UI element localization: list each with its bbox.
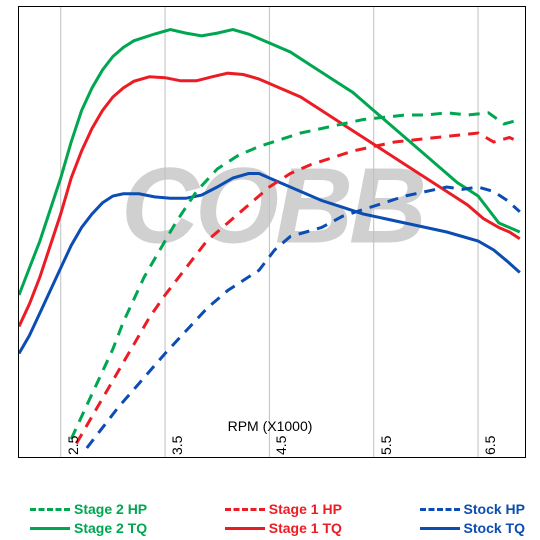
legend-col-stage1: Stage 1 HP Stage 1 TQ <box>225 501 342 536</box>
legend-item: Stage 2 TQ <box>30 520 147 536</box>
legend-label: Stock TQ <box>464 520 525 536</box>
legend-swatch <box>30 527 70 530</box>
legend-item: Stage 1 HP <box>225 501 342 517</box>
legend-item: Stage 2 HP <box>30 501 147 517</box>
legend-swatch <box>30 508 70 511</box>
plot-area: COBB <box>18 6 526 458</box>
legend-label: Stage 2 TQ <box>74 520 147 536</box>
x-tick: 6.5 <box>482 436 498 455</box>
gridlines <box>61 7 478 457</box>
legend-swatch <box>420 527 460 530</box>
x-axis-label: RPM (X1000) <box>228 418 313 434</box>
legend-label: Stage 1 TQ <box>269 520 342 536</box>
legend: Stage 2 HP Stage 2 TQ Stage 1 HP Stage 1 T… <box>30 501 525 536</box>
legend-item: Stage 1 TQ <box>225 520 342 536</box>
legend-label: Stage 2 HP <box>74 501 147 517</box>
dyno-chart: COBB RPM (X1000) 2.5 3.5 4.5 5.5 6.5 Stage 2… <box>0 0 540 540</box>
series-stage2_hp <box>71 113 520 439</box>
legend-swatch <box>420 508 460 511</box>
x-tick: 3.5 <box>169 436 185 455</box>
legend-col-stage2: Stage 2 HP Stage 2 TQ <box>30 501 147 536</box>
x-tick: 2.5 <box>65 436 81 455</box>
x-tick: 5.5 <box>378 436 394 455</box>
legend-label: Stock HP <box>464 501 525 517</box>
legend-swatch <box>225 508 265 511</box>
legend-item: Stock HP <box>420 501 525 517</box>
legend-item: Stock TQ <box>420 520 525 536</box>
legend-swatch <box>225 527 265 530</box>
legend-label: Stage 1 HP <box>269 501 342 517</box>
x-tick: 4.5 <box>273 436 289 455</box>
plot-svg <box>19 7 525 457</box>
series-stock_hp <box>87 187 520 448</box>
legend-col-stock: Stock HP Stock TQ <box>420 501 525 536</box>
